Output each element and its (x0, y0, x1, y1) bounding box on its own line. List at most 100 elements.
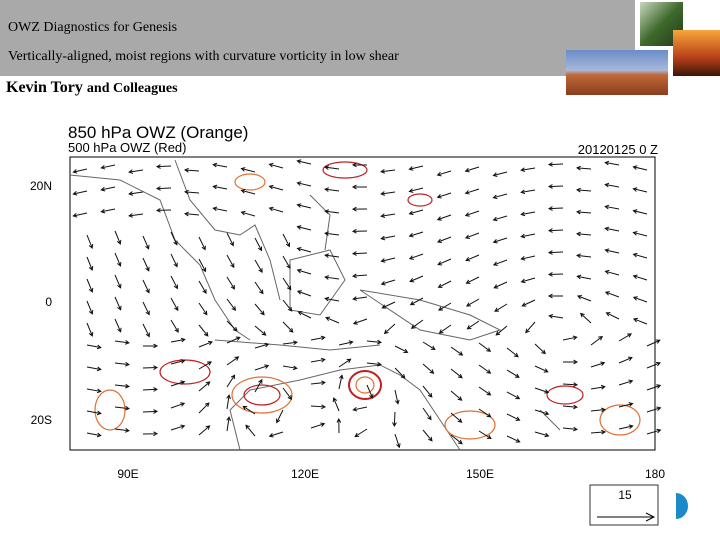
wind-arrow (618, 379, 634, 386)
wind-arrow (618, 356, 633, 364)
wind-arrow (310, 380, 326, 386)
wind-arrow (520, 233, 536, 239)
wind-arrow (632, 187, 648, 193)
wind-arrow (240, 210, 256, 217)
wind-arrow (114, 340, 130, 345)
wind-arrow (492, 215, 508, 222)
lat-label: 20N (30, 179, 52, 193)
wind-arrow (506, 435, 521, 443)
wind-arrow (226, 374, 236, 388)
wind-arrow (254, 237, 263, 252)
wind-arrow (276, 409, 284, 424)
wind-arrow (128, 169, 144, 174)
wind-arrow (408, 187, 424, 193)
author-rest: and Colleagues (87, 81, 178, 96)
wind-arrow (170, 253, 178, 268)
wind-arrow (478, 364, 492, 374)
coastline (229, 364, 461, 451)
contour (322, 161, 368, 179)
wind-arrow (506, 369, 520, 378)
wind-arrow (212, 184, 228, 190)
wind-arrow (534, 387, 550, 394)
wind-arrow (576, 209, 592, 215)
wind-arrow (506, 347, 519, 358)
contour (599, 404, 641, 436)
wind-arrow (576, 294, 592, 302)
wind-arrow (478, 408, 492, 418)
wind-arrow (198, 402, 210, 414)
map-title: 850 hPa OWZ (Orange) (68, 123, 248, 142)
wind-arrow (618, 402, 634, 408)
wind-arrow (632, 209, 648, 215)
wind-arrow (198, 280, 207, 294)
wind-arrow (226, 320, 238, 332)
wind-arrow (465, 298, 480, 307)
wind-arrow (114, 383, 130, 389)
wind-arrow (86, 366, 102, 372)
wind-arrow (604, 269, 620, 276)
wind-arrow (438, 302, 452, 311)
wind-arrow (380, 279, 396, 286)
wind-arrow (170, 275, 178, 290)
wind-arrow (409, 297, 424, 306)
wind-arrow (351, 206, 368, 212)
wind-arrow (534, 409, 550, 416)
wind-arrow (408, 209, 424, 216)
wind-arrow (547, 293, 564, 299)
wind-arrow (142, 323, 150, 338)
wind-arrow (325, 316, 340, 324)
wind-arrow (198, 236, 206, 251)
wind-arrow (646, 384, 662, 391)
wind-arrow (268, 162, 284, 169)
wind-arrow (618, 424, 634, 430)
wind-arrow (183, 167, 200, 173)
wind-arrow (296, 246, 312, 253)
wind-arrow (155, 186, 172, 191)
wind-arrow (562, 335, 578, 341)
wind-arrow (310, 357, 326, 363)
wind-arrow (268, 206, 284, 213)
wind-arrow (114, 318, 122, 333)
wind-arrow (604, 226, 620, 232)
wind-arrow (226, 416, 231, 432)
coastline (214, 339, 381, 351)
wind-arrow (170, 402, 186, 409)
vector-reference-arrow (597, 512, 656, 522)
wind-arrow (394, 433, 401, 449)
wind-arrow (142, 365, 159, 370)
wind-arrow (114, 230, 122, 245)
wind-arrow (408, 231, 424, 238)
wind-arrow (422, 363, 435, 374)
wind-arrow (380, 257, 396, 263)
wind-vectors (72, 159, 662, 449)
wind-arrow (590, 335, 604, 346)
vector-reference-label: 15 (618, 488, 632, 502)
wind-arrow (604, 291, 620, 298)
wind-arrow (198, 381, 211, 392)
wind-arrow (128, 213, 144, 218)
wind-arrow (632, 231, 648, 237)
wind-arrow (296, 159, 312, 165)
wind-arrow (100, 208, 116, 214)
wind-arrow (296, 268, 312, 275)
wind-arrow (352, 406, 368, 412)
wind-arrow (380, 213, 396, 219)
wind-arrow (604, 182, 620, 188)
wind-arrow (324, 253, 340, 258)
wind-arrow (352, 318, 368, 325)
wind-arrow (254, 342, 270, 349)
wind-arrow (296, 203, 312, 209)
wind-arrow (646, 339, 661, 347)
wind-arrow (548, 313, 564, 319)
wind-arrow (383, 323, 396, 335)
contour (348, 370, 382, 400)
wind-arrow (268, 184, 284, 191)
wind-arrow (381, 301, 396, 309)
wind-arrow (282, 365, 298, 371)
wind-arrow (198, 302, 208, 316)
wind-arrow (170, 359, 186, 365)
wind-arrow (72, 168, 88, 174)
coastline (309, 194, 331, 251)
